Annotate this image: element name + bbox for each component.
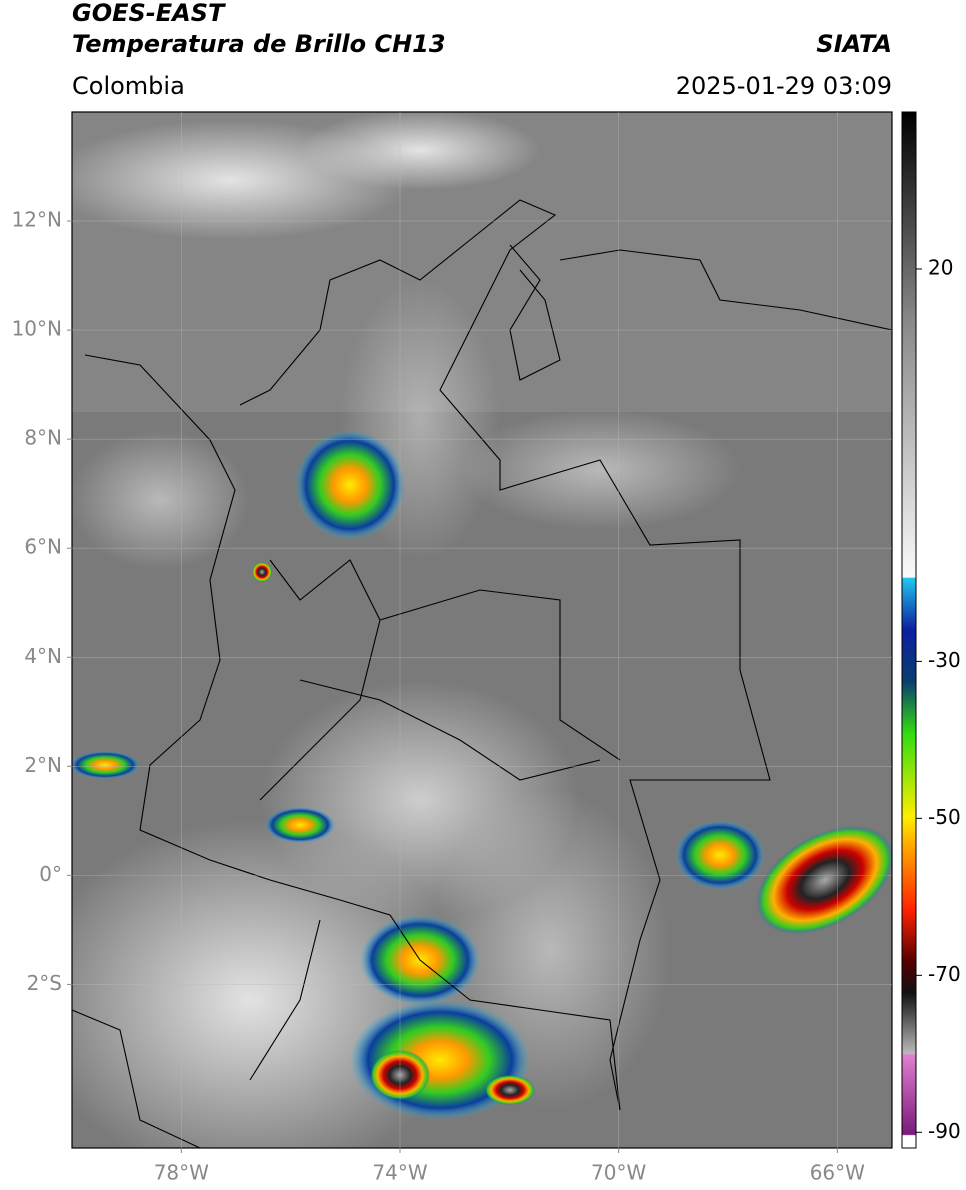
y-tick-label: 4°N (24, 644, 62, 668)
y-tick-label: 2°S (27, 971, 62, 995)
x-tick-label: 78°W (154, 1161, 209, 1185)
x-tick-label: 70°W (591, 1161, 646, 1185)
colorbar-label: 20 (928, 255, 953, 279)
colorbar-label: -70 (928, 962, 961, 986)
satellite: GOES-EAST (72, 0, 226, 27)
datetime: 2025-01-29 03:09 (676, 72, 892, 100)
region: Colombia (72, 72, 185, 100)
source: SIATA (816, 30, 892, 58)
satellite-image (72, 112, 892, 1148)
colorbar-label: -50 (928, 805, 961, 829)
colorbar-label: -30 (928, 648, 961, 672)
map-frame (71, 111, 893, 1149)
y-tick-label: 12°N (12, 208, 62, 232)
colorbar (901, 111, 917, 1149)
product: Temperatura de Brillo CH13 (72, 30, 446, 58)
x-tick-label: 74°W (372, 1161, 427, 1185)
y-tick-label: 2°N (24, 753, 62, 777)
y-tick-label: 6°N (24, 535, 62, 559)
x-tick-label: 66°W (810, 1161, 865, 1185)
y-tick-label: 8°N (24, 426, 62, 450)
colorbar-label: -90 (928, 1119, 961, 1143)
y-tick-label: 10°N (12, 317, 62, 341)
y-tick-label: 0° (39, 862, 62, 886)
